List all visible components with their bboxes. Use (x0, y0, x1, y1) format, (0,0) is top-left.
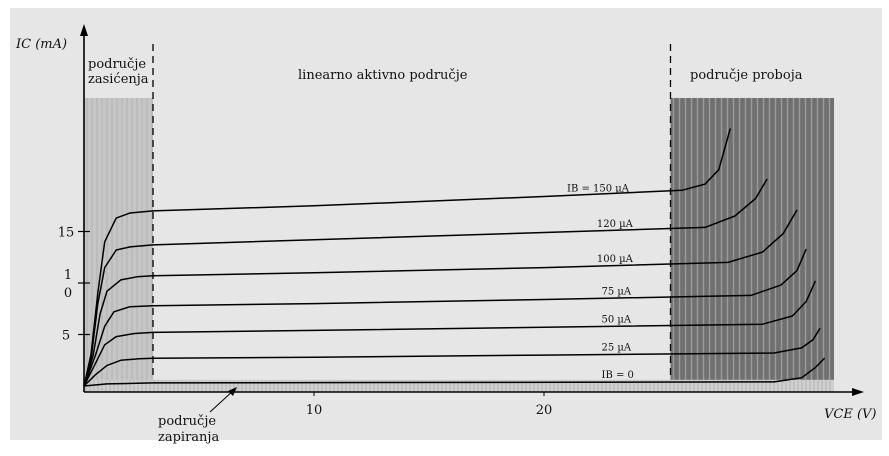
curve-label-2: 100 µA (597, 254, 634, 265)
y-tick-label-2: 5 (62, 329, 70, 344)
y-tick-label-1-line1: 1 (64, 268, 72, 283)
x-tick-label-0: 10 (306, 403, 323, 418)
x-axis-arrow-icon (852, 388, 864, 396)
cutoff-region-label-line1: područje (158, 414, 216, 429)
x-axis-label: VCE (V) (824, 407, 877, 422)
curves: IB = 150 µA 120 µA 100 µA 75 µA 50 µA 25 µA IB… (83, 128, 826, 387)
curve-line-5 (83, 327, 821, 387)
curve-line-2 (83, 209, 798, 387)
active-region-label: linearno aktivno područje (298, 68, 468, 83)
curve-label-4: 50 µA (602, 314, 632, 325)
saturation-region-label-line1: područje (88, 57, 146, 72)
curve-label-1: 120 µA (597, 219, 634, 230)
x-tick-label-1: 20 (536, 403, 553, 418)
cutoff-region-label-line2: zapiranja (158, 430, 219, 445)
y-tick-label-0: 15 (58, 226, 75, 241)
cutoff-pointer-line (209, 389, 235, 413)
curve-line-6 (83, 357, 826, 387)
curve-line-3 (83, 248, 807, 387)
y-axis-label: IC (mA) (15, 37, 67, 52)
curve-label-5: 25 µA (602, 343, 632, 354)
y-tick-label-1-line2: 0 (64, 286, 72, 301)
curve-label-0: IB = 150 µA (567, 183, 630, 194)
y-axis-arrow-icon (80, 24, 88, 36)
saturation-region-label-line2: zasićenja (88, 72, 149, 87)
breakdown-region-label: područje proboja (690, 68, 803, 83)
curve-line-0 (83, 128, 732, 387)
cutoff-pointer-arrow-icon (228, 387, 237, 396)
curve-line-1 (83, 178, 768, 387)
curve-line-4 (83, 280, 817, 387)
curve-label-6: IB = 0 (602, 370, 634, 381)
curve-label-3: 75 µA (602, 286, 632, 297)
